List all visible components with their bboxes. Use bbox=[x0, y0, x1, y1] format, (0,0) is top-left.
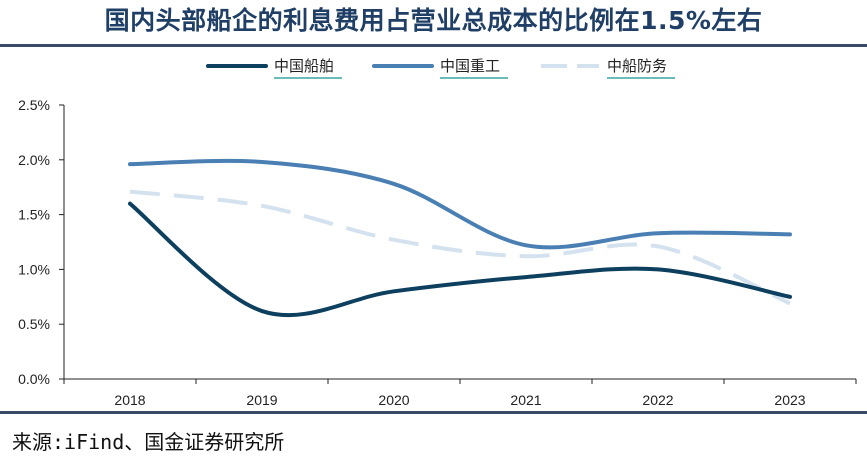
legend-label: 中国重工 bbox=[440, 57, 500, 75]
legend-label: 中国船舶 bbox=[274, 57, 334, 75]
series-line-3 bbox=[129, 189, 791, 306]
y-tick-label: 2.5% bbox=[18, 97, 50, 113]
x-tick-label: 2020 bbox=[378, 392, 409, 408]
legend-label: 中船防务 bbox=[607, 57, 667, 75]
y-tick-label: 1.0% bbox=[18, 261, 50, 277]
x-tick-label: 2022 bbox=[642, 392, 673, 408]
y-tick-label: 2.0% bbox=[18, 152, 50, 168]
top-divider bbox=[0, 44, 867, 47]
x-tick-label: 2023 bbox=[774, 392, 805, 408]
chart-title: 国内头部船企的利息费用占营业总成本的比例在1.5%左右 bbox=[104, 6, 763, 35]
y-tick-label: 0.0% bbox=[18, 371, 50, 387]
y-tick-label: 1.5% bbox=[18, 207, 50, 223]
bottom-divider bbox=[0, 411, 867, 414]
source-note: 来源:iFind、国金证券研究所 bbox=[12, 430, 285, 454]
series-line-1 bbox=[128, 201, 792, 318]
x-tick-label: 2019 bbox=[246, 392, 277, 408]
series-line-2 bbox=[128, 158, 792, 250]
x-tick-label: 2018 bbox=[114, 392, 145, 408]
y-tick-label: 0.5% bbox=[18, 316, 50, 332]
x-tick-label: 2021 bbox=[510, 392, 541, 408]
